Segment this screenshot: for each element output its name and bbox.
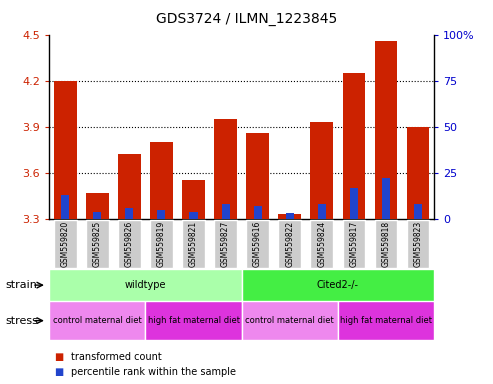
FancyBboxPatch shape [182,220,205,268]
Text: GSM559826: GSM559826 [125,221,134,267]
Text: GSM559823: GSM559823 [413,221,423,267]
Bar [242,301,338,340]
Bar [350,187,358,219]
Bar [285,214,294,219]
Bar [189,212,198,219]
Text: Cited2-/-: Cited2-/- [317,280,359,290]
Bar [86,193,108,219]
Bar [414,204,422,219]
Text: GSM559821: GSM559821 [189,221,198,267]
Bar [49,301,145,340]
Text: ■: ■ [54,367,64,377]
Text: GSM559616: GSM559616 [253,221,262,267]
Bar [253,206,262,219]
Text: control maternal diet: control maternal diet [245,316,334,325]
Text: high fat maternal diet: high fat maternal diet [340,316,432,325]
Bar [145,301,242,340]
Bar [242,269,434,301]
Bar [150,142,173,219]
FancyBboxPatch shape [214,220,237,268]
Bar [157,210,166,219]
Bar [125,208,134,219]
Bar [407,127,429,219]
Text: GDS3724 / ILMN_1223845: GDS3724 / ILMN_1223845 [156,12,337,25]
Text: GSM559827: GSM559827 [221,221,230,267]
Bar [317,204,326,219]
Bar [246,133,269,219]
Text: wildtype: wildtype [125,280,166,290]
Bar [382,178,390,219]
Bar [61,195,70,219]
Text: percentile rank within the sample: percentile rank within the sample [71,367,237,377]
FancyBboxPatch shape [311,220,333,268]
Text: GSM559824: GSM559824 [317,221,326,267]
Text: GSM559825: GSM559825 [93,221,102,267]
Text: control maternal diet: control maternal diet [53,316,142,325]
Text: strain: strain [5,280,37,290]
Bar [118,154,141,219]
Bar [93,212,102,219]
Bar [311,122,333,219]
FancyBboxPatch shape [118,220,141,268]
Bar [343,73,365,219]
Bar [54,81,76,219]
FancyBboxPatch shape [150,220,173,268]
Text: stress: stress [5,316,38,326]
Text: GSM559817: GSM559817 [349,221,358,267]
Bar [338,301,434,340]
Text: ■: ■ [54,352,64,362]
Text: GSM559818: GSM559818 [381,221,390,267]
Bar [214,119,237,219]
Bar [279,214,301,219]
FancyBboxPatch shape [343,220,365,268]
Text: GSM559819: GSM559819 [157,221,166,267]
Text: high fat maternal diet: high fat maternal diet [147,316,240,325]
Text: GSM559820: GSM559820 [61,221,70,267]
FancyBboxPatch shape [246,220,269,268]
FancyBboxPatch shape [279,220,301,268]
FancyBboxPatch shape [54,220,76,268]
Text: GSM559822: GSM559822 [285,221,294,267]
Bar [221,204,230,219]
Bar [49,269,242,301]
FancyBboxPatch shape [86,220,108,268]
FancyBboxPatch shape [407,220,429,268]
FancyBboxPatch shape [375,220,397,268]
Text: transformed count: transformed count [71,352,162,362]
Bar [375,41,397,219]
Bar [182,180,205,219]
